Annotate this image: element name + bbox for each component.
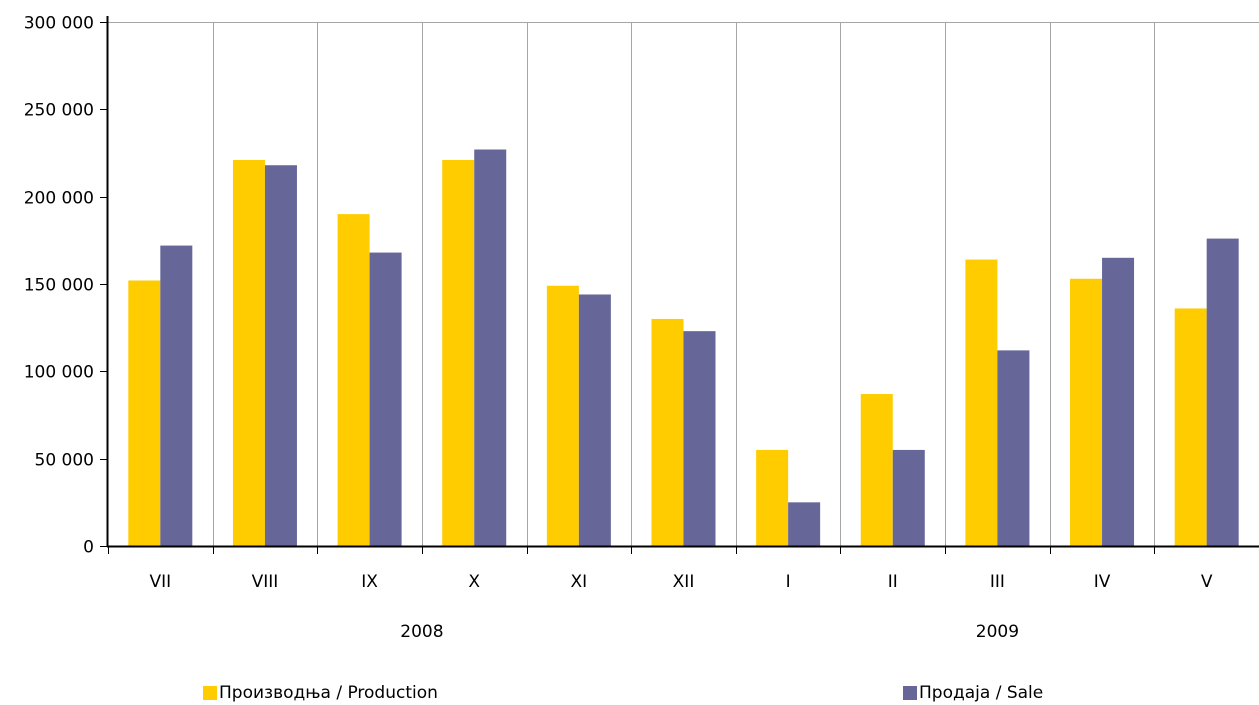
x-tick-label: V	[1201, 572, 1213, 592]
x-tick-label: I	[786, 572, 791, 592]
legend-label-production: Производња / Production	[219, 683, 438, 703]
bar-production	[1070, 278, 1103, 546]
bar-production	[128, 280, 161, 546]
x-tick-label: VII	[149, 572, 171, 592]
y-tick-label: 150 000	[24, 276, 94, 296]
axes	[100, 16, 1259, 554]
y-tick-label: 100 000	[24, 363, 94, 383]
bar-sale	[1206, 238, 1239, 546]
x-group-label: 2008	[400, 622, 443, 642]
legend-label-sale: Продаја / Sale	[919, 683, 1044, 703]
x-tick-label: VIII	[252, 572, 279, 592]
bar-sale	[369, 252, 402, 546]
legend-item-sale: Продаја / Sale	[903, 683, 1043, 703]
x-group-label: 2009	[976, 622, 1019, 642]
x-tick-label: III	[990, 572, 1005, 592]
x-tick-label: X	[468, 572, 480, 592]
legend-swatch-production	[203, 686, 217, 700]
bar-production	[442, 159, 475, 546]
bar-sale	[474, 149, 507, 547]
y-tick-label: 0	[83, 538, 94, 558]
bar-sale	[892, 449, 925, 546]
bar-sale	[578, 294, 611, 546]
y-tick-label: 250 000	[24, 101, 94, 121]
bar-sale	[160, 245, 193, 546]
x-tick-label: XII	[673, 572, 695, 592]
bars	[128, 149, 1239, 547]
bar-production	[337, 214, 370, 546]
bar-production	[756, 449, 789, 546]
y-tick-label: 200 000	[24, 189, 94, 209]
bar-production	[860, 394, 893, 546]
legend-item-production: Производња / Production	[203, 683, 438, 703]
legend-swatch-sale	[903, 686, 917, 700]
bar-sale	[683, 331, 716, 546]
gridlines	[108, 22, 1259, 546]
bar-sale	[1102, 257, 1135, 546]
axis-labels: 0 50 000 100 000 150 000 200 000 250 000 300 0…	[24, 14, 1213, 643]
bar-sale	[997, 350, 1030, 546]
bar-production	[965, 259, 998, 546]
bar-production	[546, 285, 579, 546]
y-tick-label: 50 000	[35, 451, 94, 471]
bar-sale	[264, 165, 297, 546]
bar-sale	[788, 502, 821, 546]
bar-production	[232, 159, 265, 546]
x-tick-label: II	[888, 572, 898, 592]
y-tick-label: 300 000	[24, 14, 94, 34]
x-tick-label: XI	[571, 572, 588, 592]
bar-production	[1174, 308, 1207, 546]
x-tick-label: IX	[361, 572, 378, 592]
x-tick-label: IV	[1094, 572, 1111, 592]
bar-production	[651, 318, 684, 546]
